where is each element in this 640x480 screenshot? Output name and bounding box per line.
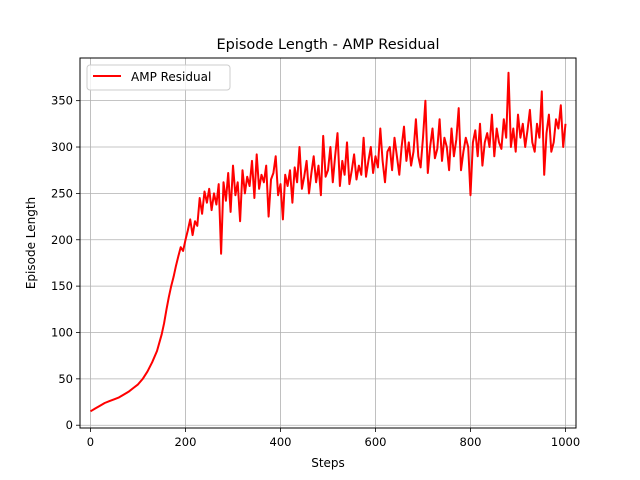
y-tick-label: 350 xyxy=(51,94,73,108)
legend-box xyxy=(86,64,231,91)
x-tick-label: 600 xyxy=(365,435,387,449)
y-axis-ticks: 0 50 100 150 200 250 300 350 xyxy=(51,94,80,432)
y-axis-label: Episode Length xyxy=(24,197,38,289)
legend: AMP Residual xyxy=(86,64,231,91)
series-line-0 xyxy=(89,71,567,413)
x-tick-label: 400 xyxy=(270,435,292,449)
y-tick-label: 200 xyxy=(51,233,73,247)
y-tick-label: 300 xyxy=(51,140,73,154)
y-tick-label: 250 xyxy=(51,186,73,200)
chart-title: Episode Length - AMP Residual xyxy=(216,37,439,53)
x-tick-label: 0 xyxy=(87,435,94,449)
legend-label: AMP Residual xyxy=(131,70,211,84)
series-layer xyxy=(89,71,567,413)
x-tick-label: 800 xyxy=(460,435,482,449)
y-tick-label: 50 xyxy=(58,372,73,386)
grid-lines xyxy=(80,58,576,428)
plot-frame xyxy=(79,57,577,429)
x-axis-ticks: 0 200 400 600 800 1000 xyxy=(87,428,580,449)
x-tick-label: 1000 xyxy=(551,435,580,449)
x-tick-label: 200 xyxy=(174,435,196,449)
y-tick-label: 150 xyxy=(51,279,73,293)
y-tick-label: 0 xyxy=(66,418,73,432)
x-axis-label: Steps xyxy=(311,456,345,470)
y-tick-label: 100 xyxy=(51,325,73,339)
